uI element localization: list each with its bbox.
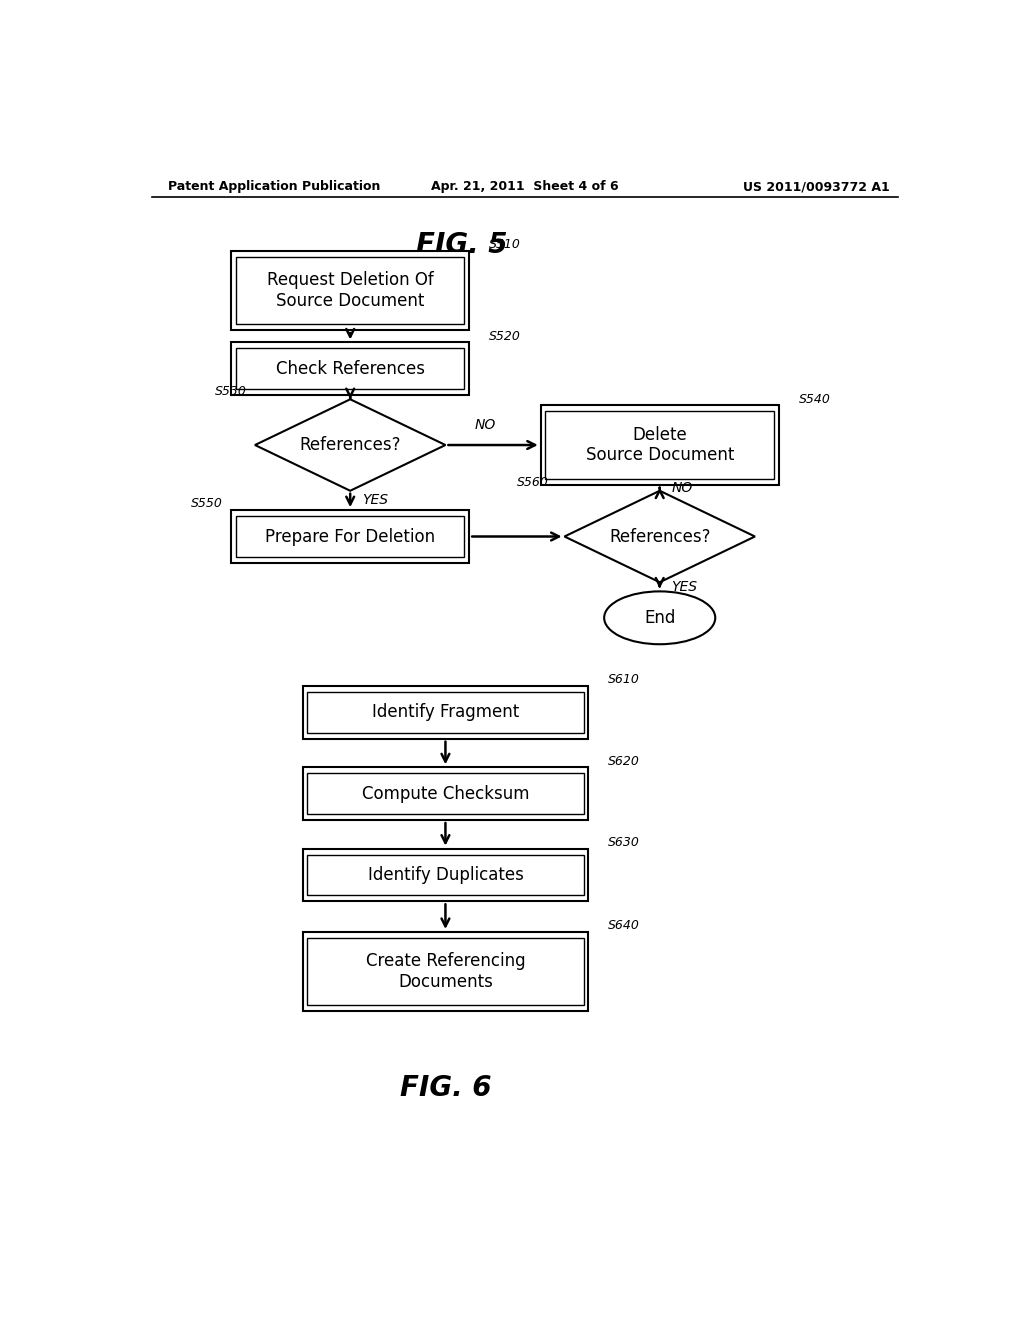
Text: S630: S630 [608,836,640,849]
Text: Compute Checksum: Compute Checksum [361,784,529,803]
Text: References?: References? [299,436,401,454]
Bar [231,342,469,395]
Text: YES: YES [362,494,388,507]
Ellipse shape [604,591,716,644]
Bar [307,692,584,733]
Text: FIG. 5: FIG. 5 [416,231,507,259]
Bar [236,348,465,389]
Text: S510: S510 [489,239,521,251]
Text: FIG. 6: FIG. 6 [399,1074,492,1102]
Polygon shape [564,491,755,582]
Bar [303,932,588,1011]
Text: NO: NO [474,418,496,432]
Text: US 2011/0093772 A1: US 2011/0093772 A1 [743,181,890,193]
Text: S610: S610 [608,673,640,686]
Text: Identify Duplicates: Identify Duplicates [368,866,523,884]
Bar [231,510,469,562]
Text: S540: S540 [799,393,830,405]
Bar [546,412,774,479]
Bar [307,939,584,1005]
Text: NO: NO [672,480,693,495]
Text: Patent Application Publication: Patent Application Publication [168,181,380,193]
Text: YES: YES [672,579,697,594]
Bar [236,516,465,557]
Bar [236,257,465,325]
Text: End: End [644,609,676,627]
Text: S560: S560 [517,477,549,490]
Polygon shape [255,399,445,491]
Text: Check References: Check References [275,360,425,378]
Bar [303,849,588,902]
Text: Identify Fragment: Identify Fragment [372,704,519,721]
Text: Create Referencing
Documents: Create Referencing Documents [366,952,525,991]
Text: S550: S550 [191,498,223,511]
Bar [307,854,584,895]
Text: Apr. 21, 2011  Sheet 4 of 6: Apr. 21, 2011 Sheet 4 of 6 [431,181,618,193]
Bar [303,767,588,820]
Text: Request Deletion Of
Source Document: Request Deletion Of Source Document [267,271,433,310]
Bar [541,405,779,484]
Text: References?: References? [609,528,711,545]
Text: S520: S520 [489,330,521,343]
Text: S640: S640 [608,919,640,932]
Bar [231,251,469,330]
Text: Prepare For Deletion: Prepare For Deletion [265,528,435,545]
Text: S620: S620 [608,755,640,768]
Bar [303,686,588,739]
Bar [307,774,584,814]
Text: Delete
Source Document: Delete Source Document [586,425,734,465]
Text: S530: S530 [215,384,247,397]
